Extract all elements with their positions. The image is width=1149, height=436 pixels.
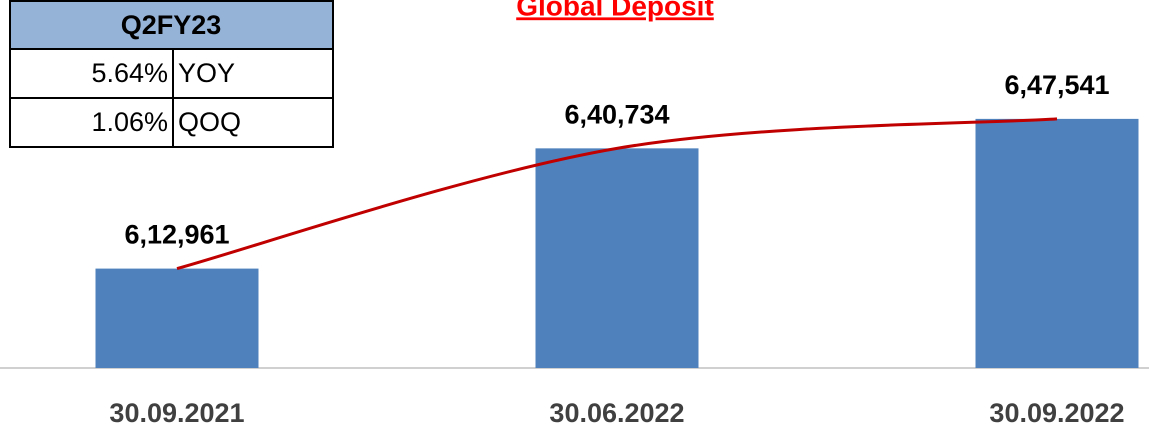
x-tick-label: 30.06.2022 [549,398,684,428]
table-cell [9,48,174,99]
table-header: Q2FY23 [121,10,222,40]
table-label: QOQ [178,107,241,137]
data-label: 6,40,734 [564,99,669,129]
chart-title: Global Deposit [516,0,714,21]
summary-table: Q2FY23 5.64% YOY 1.06% QOQ [9,0,334,148]
table-value: 5.64% [91,58,168,88]
table-cell [172,97,334,148]
table-label: YOY [178,58,235,88]
data-label: 6,12,961 [124,220,229,250]
trend-line [176,117,1058,271]
x-tick-label: 30.09.2021 [109,398,244,428]
data-label: 6,47,541 [1004,70,1109,100]
x-tick-label: 30.09.2022 [989,398,1124,428]
bar [95,268,259,368]
bar [975,118,1139,368]
table-value: 1.06% [91,107,168,137]
bar [535,148,699,368]
